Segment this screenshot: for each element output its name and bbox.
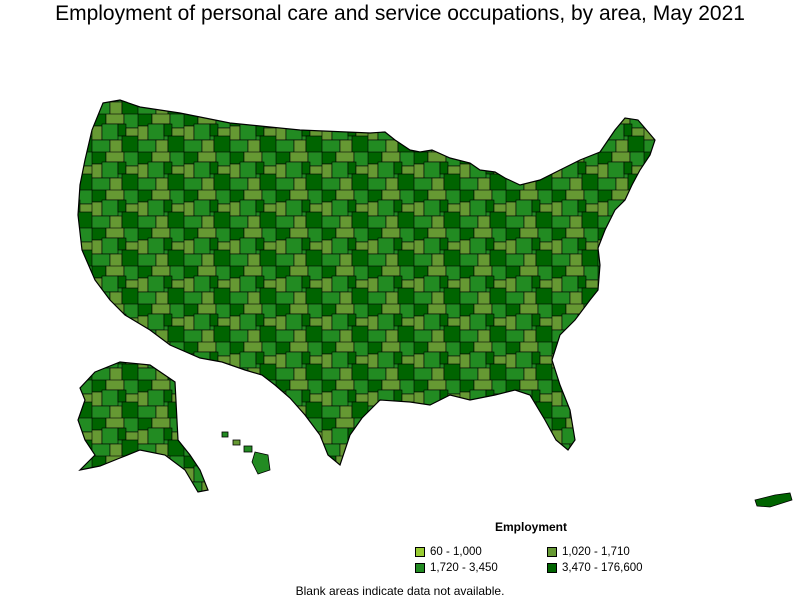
legend-swatch bbox=[547, 563, 557, 573]
legend-item: 60 - 1,000 bbox=[415, 546, 482, 558]
alaska bbox=[77, 361, 209, 493]
legend-swatch bbox=[547, 547, 557, 557]
legend-swatch bbox=[415, 547, 425, 557]
legend-title: Employment bbox=[495, 520, 568, 534]
legend-label: 1,720 - 3,450 bbox=[430, 562, 498, 574]
legend-item: 1,720 - 3,450 bbox=[415, 562, 498, 574]
legend-label: 60 - 1,000 bbox=[430, 546, 482, 558]
map-title: Employment of personal care and service … bbox=[55, 2, 745, 25]
legend-item: 3,470 - 176,600 bbox=[547, 562, 643, 574]
contiguous-us bbox=[77, 99, 656, 467]
legend-item: 1,020 - 1,710 bbox=[547, 546, 630, 558]
footnote: Blank areas indicate data not available. bbox=[295, 584, 505, 598]
hawaii bbox=[221, 431, 271, 475]
legend: Employment 60 - 1,000 1,020 - 1,710 1,72… bbox=[415, 518, 675, 578]
legend-label: 3,470 - 176,600 bbox=[562, 562, 643, 574]
puerto-rico bbox=[754, 492, 793, 508]
legend-swatch bbox=[415, 563, 425, 573]
legend-label: 1,020 - 1,710 bbox=[562, 546, 630, 558]
